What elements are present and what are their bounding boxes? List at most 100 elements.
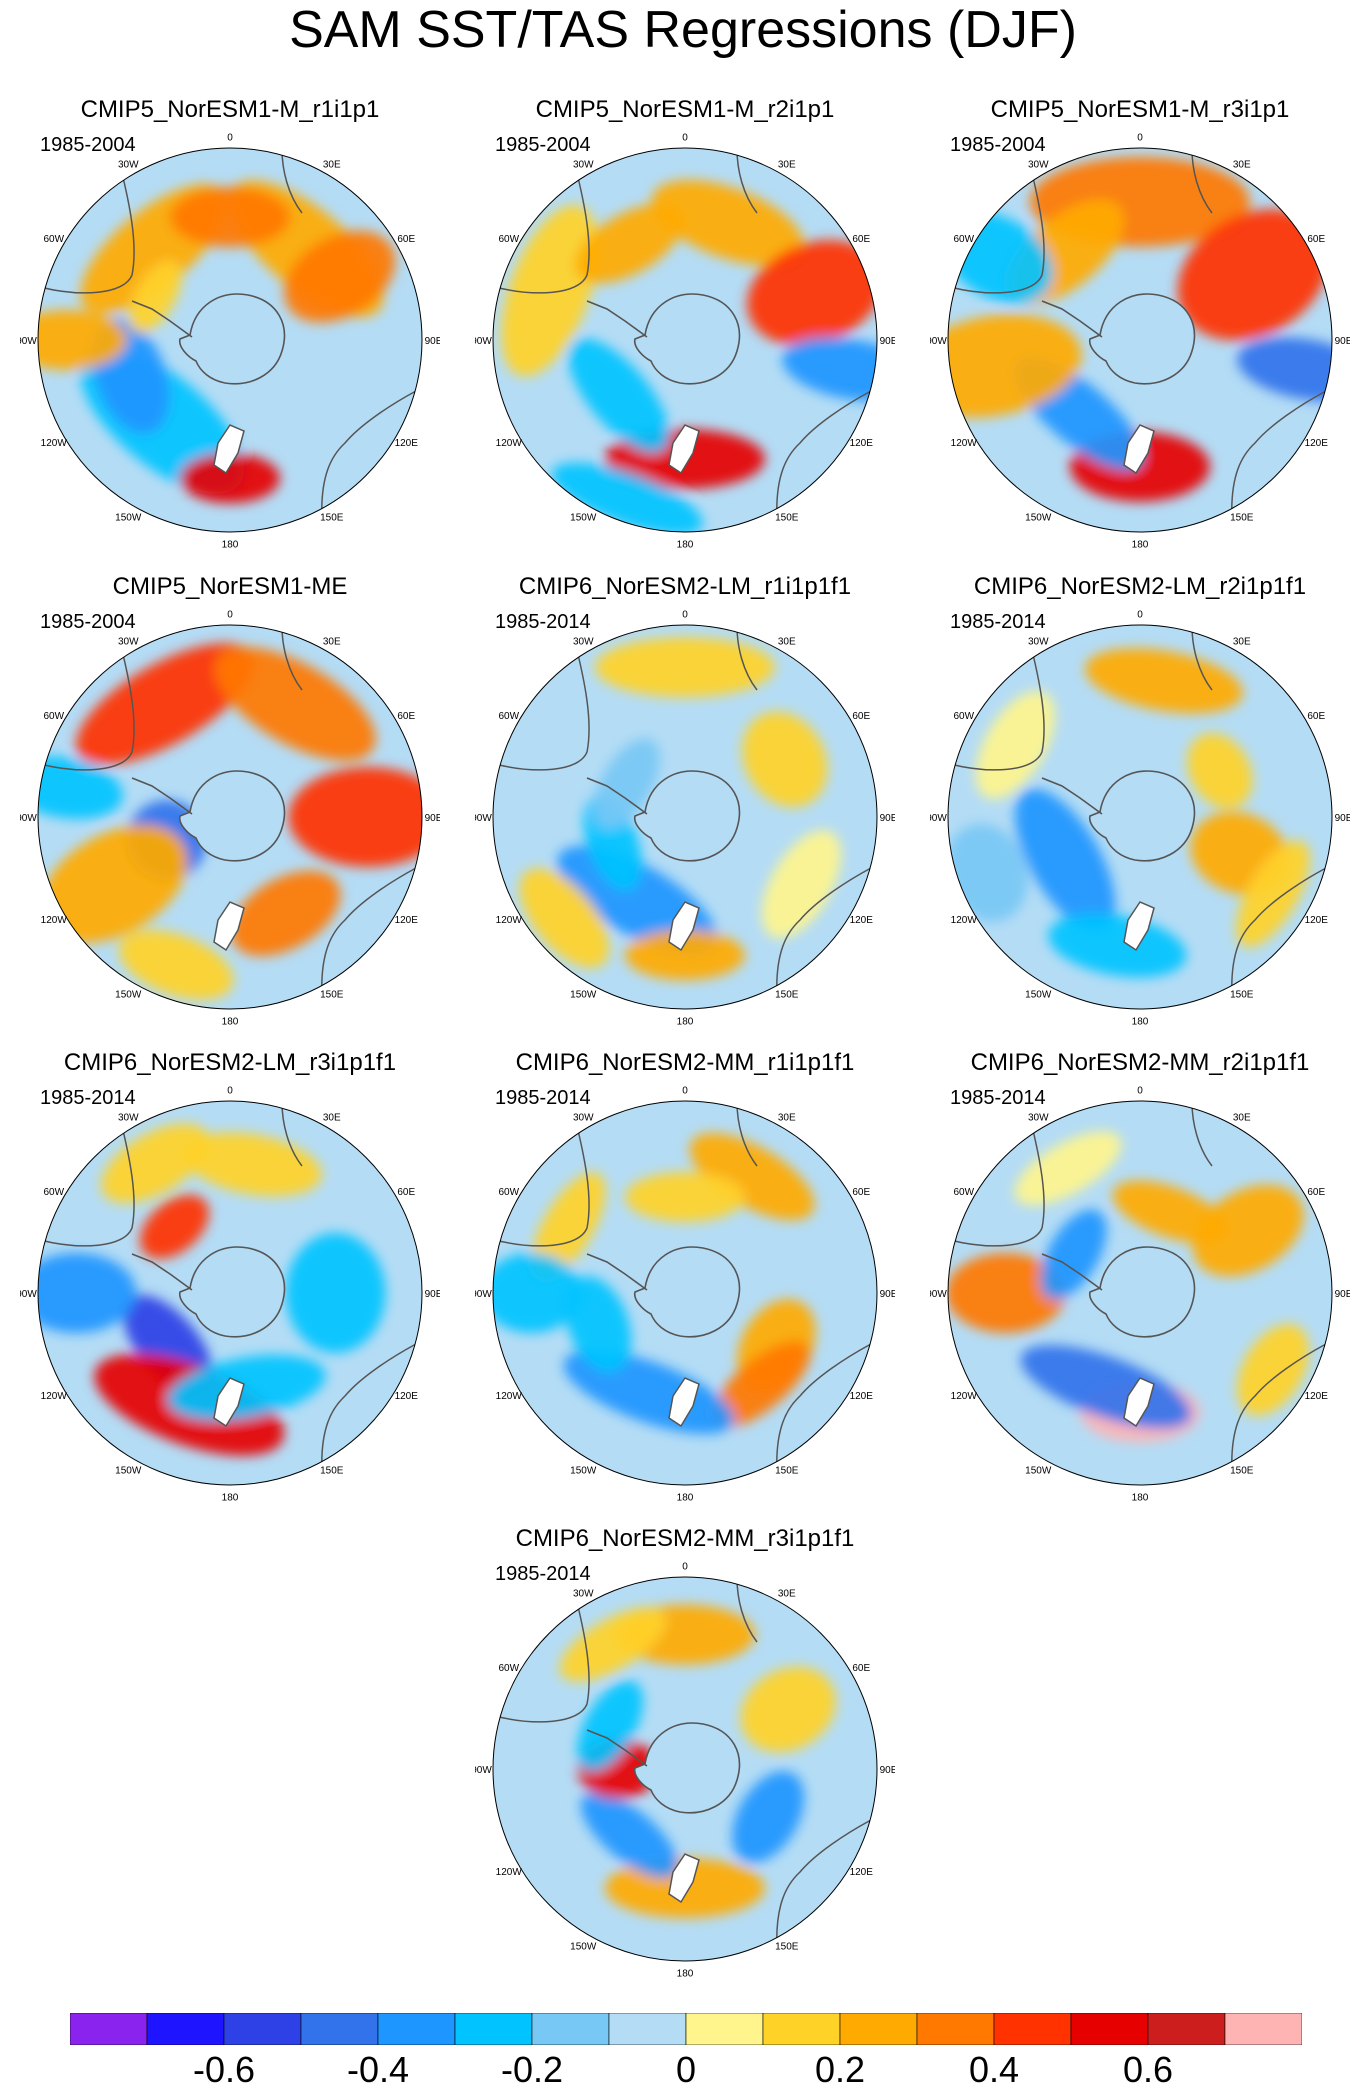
longitude-label: 180 [222, 540, 239, 551]
longitude-label: 180 [1132, 1493, 1149, 1504]
map-outline [37, 1100, 423, 1486]
shading-blob [625, 1172, 745, 1222]
panel-title: CMIP6_NorESM2-LM_r2i1p1f1 [973, 573, 1307, 600]
antarctica-landmass [1088, 293, 1196, 385]
longitude-label: 0 [682, 132, 688, 143]
shading-blob [167, 1354, 326, 1421]
map-outline [947, 624, 1333, 1010]
shading-blob [975, 690, 1055, 800]
colorbar-label: -0.4 [346, 2049, 410, 2090]
longitude-label: 120E [850, 438, 874, 449]
longitude-label: 180 [677, 1493, 694, 1504]
map-outline [37, 624, 423, 1010]
antarctic-peninsula [131, 777, 193, 815]
shading-blob [559, 1607, 667, 1682]
polar-map: 0 30E 60E 90E 120E 150E 180 150W 120W 90W 60W 30W [20, 1085, 440, 1504]
shading-blob [595, 637, 775, 698]
colorbar-swatch [916, 2012, 995, 2046]
longitude-label: 30W [1028, 637, 1049, 648]
australia-coastline [776, 1343, 872, 1474]
longitude-label: 120E [850, 915, 874, 926]
longitude-label: 150E [1230, 989, 1254, 1000]
figure-title: SAM SST/TAS Regressions (DJF) [289, 1, 1077, 59]
colorbar-swatch [1147, 2012, 1226, 2046]
shading-blob [742, 711, 828, 808]
longitude-label: 150E [320, 512, 344, 523]
longitude-label: 60E [1307, 1187, 1325, 1198]
shading-field [493, 625, 877, 1009]
longitude-label: 60E [852, 1663, 870, 1674]
map-panel: CMIP6_NorESM2-MM_r3i1p1f1 1985-2014 0 30E 60… [475, 1524, 895, 1984]
antarctica-landmass [178, 293, 286, 385]
shading-field [948, 625, 1332, 1009]
shading-blob [284, 230, 396, 323]
map-panel: CMIP6_NorESM2-LM_r2i1p1f1 1985-2014 0 30E 60… [930, 572, 1350, 1032]
map-panel: CMIP6_NorESM2-MM_r1i1p1f1 1985-2014 0 30E 60… [475, 1048, 895, 1508]
longitude-label: 90E [1335, 813, 1350, 824]
longitude-label: 150W [1025, 989, 1052, 1000]
longitude-label: 120W [41, 915, 68, 926]
shading-blob [782, 337, 877, 402]
antarctic-peninsula [586, 1253, 648, 1291]
panel-period: 1985-2004 [950, 134, 1046, 156]
longitude-label: 150W [115, 512, 142, 523]
longitude-label: 120W [951, 915, 978, 926]
shading-blob [1014, 1131, 1122, 1206]
shading-blob [139, 1194, 210, 1259]
longitude-label: 150E [320, 989, 344, 1000]
shading-blob [1237, 337, 1332, 402]
new-zealand-landmass [213, 424, 245, 475]
shading-blob [180, 453, 280, 504]
colorbar-swatch [69, 2012, 148, 2046]
longitude-label: 180 [222, 1017, 239, 1028]
longitude-label: 180 [222, 1493, 239, 1504]
new-zealand-landmass [668, 901, 700, 952]
longitude-label: 30E [778, 637, 796, 648]
longitude-label: 150E [320, 1465, 344, 1476]
shading-blob [568, 338, 670, 453]
map-outline [492, 147, 878, 533]
longitude-label: 60E [852, 234, 870, 245]
shading-blob [1014, 788, 1116, 932]
shading-field [38, 1101, 422, 1485]
longitude-label: 30E [323, 637, 341, 648]
longitude-label: 180 [1132, 540, 1149, 551]
longitude-label: 0 [1137, 609, 1143, 620]
longitude-label: 120E [850, 1391, 874, 1402]
shading-blob [285, 1233, 386, 1353]
longitude-label: 90E [880, 813, 895, 824]
longitude-label: 120W [496, 438, 523, 449]
longitude-label: 120W [496, 915, 523, 926]
shading-blob [577, 1680, 644, 1771]
antarctic-peninsula [131, 1253, 193, 1291]
longitude-label: 60W [43, 1187, 64, 1198]
colorbar-label: 0.2 [814, 2049, 866, 2090]
longitude-label: 60W [953, 711, 974, 722]
polar-map: 0 30E 60E 90E 120E 150E 180 150W 120W 90W 60W 30W [930, 609, 1350, 1027]
longitude-label: 90W [475, 813, 492, 824]
shading-blob [625, 930, 745, 981]
longitude-label: 0 [682, 609, 688, 620]
panel-period: 1985-2004 [40, 134, 136, 156]
shading-blob [519, 868, 610, 969]
longitude-label: 60E [1307, 711, 1325, 722]
colorbar-swatch [762, 2012, 841, 2046]
new-zealand-landmass [1123, 424, 1155, 475]
longitude-label: 120E [1305, 1391, 1329, 1402]
panel-period: 1985-2004 [40, 611, 136, 633]
colorbar-svg [69, 2012, 1303, 2046]
longitude-label: 60W [43, 711, 64, 722]
longitude-label: 0 [227, 132, 233, 143]
shading-blob [689, 1133, 815, 1221]
longitude-label: 30E [1233, 160, 1251, 171]
map-outline [947, 1100, 1333, 1486]
longitude-label: 30W [573, 1113, 594, 1124]
longitude-label: 180 [677, 540, 694, 551]
south-america-coastline [39, 1117, 135, 1247]
longitude-label: 30W [573, 1589, 594, 1600]
shading-blob [565, 1276, 632, 1373]
map-outline [37, 147, 423, 533]
shading-blob [170, 187, 290, 248]
longitude-label: 60E [397, 1187, 415, 1198]
polar-map: 0 30E 60E 90E 120E 150E 180 150W 120W 90W 60W 30W [475, 1085, 895, 1504]
